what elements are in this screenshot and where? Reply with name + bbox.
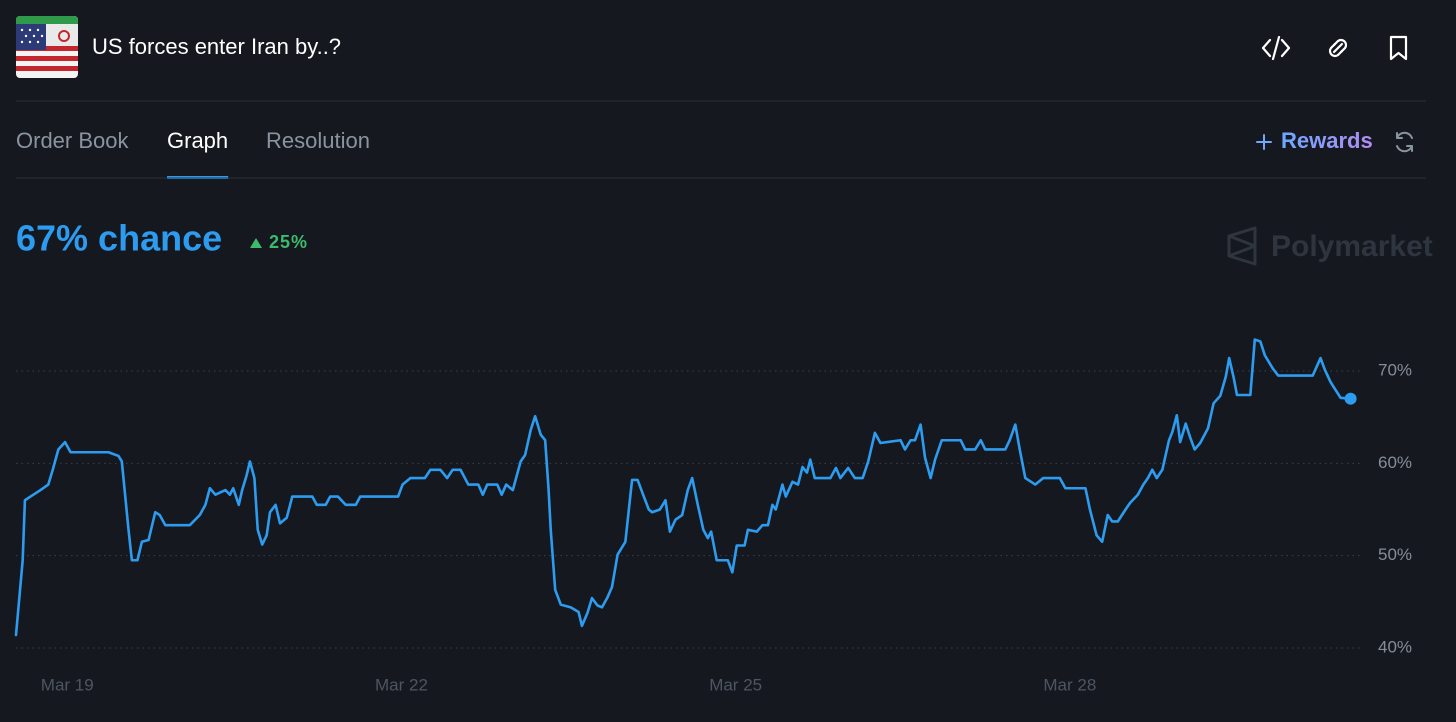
rewards-button[interactable]: Rewards — [1256, 128, 1373, 153]
tab[interactable]: Order Book — [16, 128, 129, 153]
market-icon — [16, 16, 78, 78]
plus-icon — [1256, 134, 1272, 150]
x-tick-label: Mar 28 — [1043, 675, 1096, 694]
x-tick-label: Mar 22 — [375, 675, 428, 694]
x-tick-label: Mar 19 — [41, 675, 94, 694]
market-title: US forces enter Iran by..? — [92, 34, 341, 59]
last-point — [1344, 392, 1357, 405]
up-arrow — [250, 238, 262, 248]
tab[interactable]: Resolution — [266, 128, 370, 153]
price-line — [14, 338, 1352, 637]
refresh-button[interactable] — [1396, 131, 1413, 153]
change-label: 25% — [269, 232, 308, 252]
y-tick-label: 70% — [1378, 360, 1412, 379]
bookmark-button[interactable] — [1389, 35, 1408, 61]
watermark: Polymarket — [1271, 230, 1433, 263]
y-tick-label: 60% — [1378, 453, 1412, 472]
chart: 40% 50% 60% 70% Mar 19 Mar 22 Mar 25 Mar 28 — [14, 338, 1412, 694]
tab[interactable]: Graph — [167, 128, 228, 153]
copy-link-button[interactable] — [1328, 38, 1348, 58]
y-tick-label: 40% — [1378, 637, 1412, 656]
chance-label: 67% chance — [16, 218, 222, 259]
watermark-logo — [1227, 226, 1257, 266]
x-tick-label: Mar 25 — [709, 675, 762, 694]
y-tick-label: 50% — [1378, 545, 1412, 564]
rewards-label: Rewards — [1281, 128, 1373, 153]
embed-button[interactable] — [1261, 35, 1291, 61]
